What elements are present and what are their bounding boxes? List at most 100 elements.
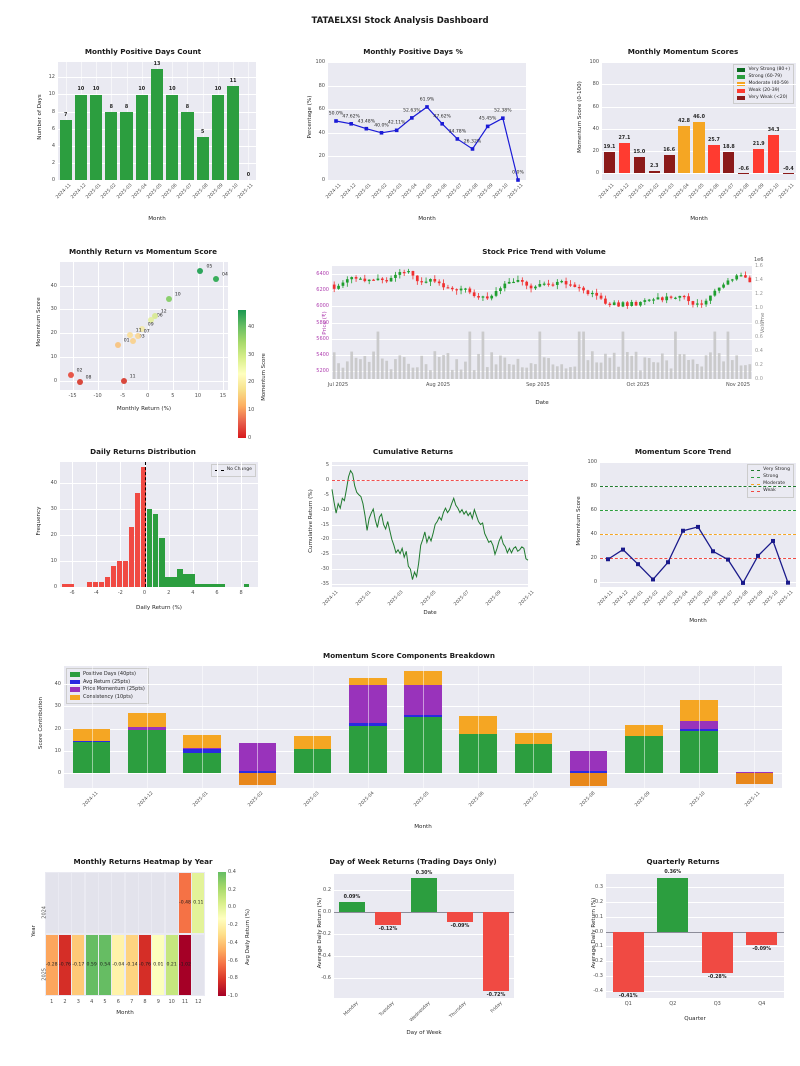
scatter-point-label: 12 [160,309,167,315]
x-tick-label: Q4 [758,1001,766,1007]
bar-value-label: 15.0 [633,149,646,155]
x-tick-label: 2025-04 [673,183,691,201]
y2-tick-label: 1.6 [755,263,763,269]
heatmap-cell [192,934,205,996]
x-tick-label: 2025-07 [176,183,194,201]
stacked-bar-segment [459,734,497,774]
heatmap-cell [72,872,85,934]
x-tick-label: Thursday [448,1001,468,1020]
gridline [192,462,194,587]
cumulative-return-line [331,469,529,580]
zero-line [334,911,514,913]
bar-value-label: 13 [153,61,161,67]
y-tick-label: 40 [50,282,57,289]
x-tick-label: 2025-11 [744,791,762,809]
x-tick-label: 2025-02 [643,183,661,201]
x-tick-label: 2025-07 [453,590,471,608]
heatmap-colorbar: 0.4 0.2 0.0 -0.2 -0.4 -0.6 -0.8 -1.0 [218,869,238,999]
legend-label: Strong [763,473,779,479]
gridline [120,462,122,587]
x-tick-label: 2025-02 [370,183,389,201]
bar [166,94,179,180]
gridline [91,666,93,788]
bar-value-label: 34.3 [767,128,780,134]
legend-swatch-icon [737,82,746,87]
bar [339,901,365,912]
gridline [332,584,528,586]
gridline [606,887,784,889]
bar-value-label: 25.7 [708,137,720,143]
y-tick-label: 10 [48,91,55,98]
volume-exponent-label: 1e6 [754,257,764,263]
gridline [328,180,526,181]
heatmap-cell-value: 0.59 [86,962,97,968]
gridline [328,109,526,111]
legend-item: Avg Return (25pts) [70,679,145,687]
bar-value-label: 11 [229,78,237,84]
bar [753,148,765,174]
histogram-bar [177,568,183,587]
momentum-trend-line [606,524,790,585]
threshold-line [600,486,796,488]
chart-title: Monthly Return vs Momentum Score [69,247,217,256]
stacked-bar-segment [514,733,553,745]
histogram-bar [146,508,153,587]
y-tick-label: 0 [321,177,325,183]
gridline [606,946,784,948]
legend-label: Very Strong [763,467,790,472]
heatmap-cell [178,934,192,996]
gridline [332,370,752,372]
scatter-point [151,313,158,320]
dashed-line-icon [751,469,761,471]
stacked-bar-segment [404,684,442,715]
histogram-bar [140,467,147,587]
bar-value-label: 18.8 [722,145,735,151]
y-tick-label: 60 [590,507,597,514]
y-tick-label: 4 [51,142,55,149]
stacked-bar-segment [128,727,166,731]
positive-days-line [334,105,520,182]
legend-item: Price Momentum (25pts) [70,686,145,694]
x-tick-label: 2025-01 [192,791,210,809]
colorbar-tick-label: -1.0 [228,993,238,999]
y-tick-label: 40 [50,479,57,486]
gridline [328,62,526,63]
chart-title: Monthly Returns Heatmap by Year [73,857,213,866]
x-tick-label: 2025-04 [401,183,419,201]
bar [89,94,103,180]
legend-label: Positive Days (40pts) [83,671,136,677]
histogram-bar [116,560,123,587]
x-tick-label: 2025-10 [763,183,781,201]
gridline [602,106,796,108]
histogram-bar [104,576,111,587]
y-tick-label: 0.3 [595,884,603,891]
zero-line [606,931,784,933]
x-tick-label: 2025-10 [762,590,780,608]
y-tick-label: 20 [318,153,325,160]
heatmap-cell [98,934,112,996]
bar [678,125,690,174]
heatmap-cell-value: -0.17 [72,962,85,968]
scatter-point [126,332,133,339]
y-tick-label: 100 [587,459,597,465]
y-tick-label: 20 [50,330,57,337]
x-tick-label: 3 [76,999,80,1005]
x-tick-label: 5 [171,393,175,399]
gridline [146,666,148,788]
bar-value-label: 0.09% [343,894,361,900]
heatmap-cell [98,872,112,934]
point-value-label: 52.38% [494,108,512,114]
stacked-bar-segment [72,742,111,774]
x-tick-label: 2025-08 [461,183,480,201]
gridline [600,582,796,584]
scatter-point-label: 11 [135,328,142,334]
y-tick-label: 2 [51,159,55,166]
heatmap-cell [72,934,85,996]
gridline [332,354,752,356]
gridline [168,462,170,587]
y-tick-label: -0.1 [593,943,603,950]
legend-item: Moderate [751,481,790,488]
gridline [478,666,480,788]
bar [483,911,509,992]
